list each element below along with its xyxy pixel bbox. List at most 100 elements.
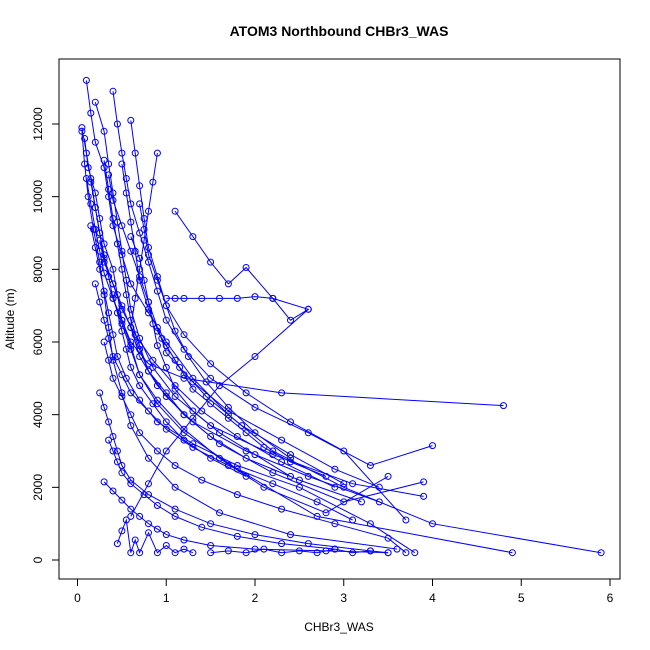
- data-point: [113, 447, 121, 455]
- data-point: [358, 498, 365, 506]
- data-point: [127, 345, 135, 353]
- data-point: [207, 549, 215, 557]
- series-line: [103, 481, 389, 554]
- data-point: [171, 327, 179, 335]
- data-point: [145, 258, 152, 266]
- data-point: [162, 418, 170, 426]
- data-point: [136, 512, 144, 520]
- data-point: [304, 429, 312, 437]
- data-point: [145, 367, 152, 375]
- y-tick-label: 0: [31, 556, 45, 563]
- data-point: [109, 374, 117, 382]
- data-point: [216, 382, 223, 390]
- data-point: [207, 360, 215, 368]
- data-point: [131, 247, 139, 255]
- data-point: [287, 458, 294, 466]
- data-point: [118, 320, 126, 328]
- y-axis-label: Altitude (m): [3, 288, 17, 349]
- data-point: [153, 324, 161, 331]
- data-point: [127, 505, 135, 513]
- data-point: [100, 338, 108, 346]
- data-point: [136, 342, 144, 350]
- data-point: [81, 160, 89, 168]
- data-point: [127, 305, 135, 313]
- data-point: [508, 549, 516, 557]
- data-point: [207, 400, 215, 408]
- data-point: [109, 331, 117, 339]
- data-point: [349, 516, 357, 524]
- data-point: [207, 422, 215, 430]
- data-point: [140, 236, 148, 244]
- data-point: [100, 258, 108, 266]
- data-point: [109, 353, 117, 360]
- data-point: [366, 520, 374, 528]
- data-point: [113, 309, 121, 317]
- data-point: [242, 264, 250, 271]
- data-point: [295, 483, 303, 491]
- data-point: [158, 334, 166, 342]
- data-point: [295, 476, 303, 484]
- data-point: [260, 483, 268, 491]
- data-point: [251, 451, 259, 459]
- data-point: [153, 400, 161, 408]
- data-point: [269, 469, 277, 477]
- data-point: [105, 185, 113, 193]
- data-point: [180, 425, 188, 433]
- series-line: [112, 294, 247, 477]
- data-point: [189, 440, 197, 448]
- data-point: [136, 254, 144, 262]
- data-point: [242, 429, 250, 437]
- y-tick-label: 12000: [31, 107, 45, 141]
- data-point: [340, 498, 348, 506]
- data-point: [384, 549, 392, 557]
- data-point: [100, 254, 108, 262]
- data-point: [202, 393, 210, 400]
- data-point: [118, 222, 126, 230]
- data-point: [153, 525, 161, 533]
- data-point: [78, 124, 86, 132]
- data-point: [224, 403, 232, 411]
- data-point: [162, 349, 170, 357]
- data-point: [278, 505, 286, 513]
- data-point: [91, 204, 99, 212]
- data-point: [118, 371, 126, 379]
- data-point: [189, 378, 197, 386]
- data-point: [153, 327, 161, 335]
- data-point: [278, 458, 286, 466]
- data-point: [153, 276, 161, 284]
- data-point: [189, 407, 197, 415]
- data-point: [149, 400, 157, 408]
- data-point: [420, 478, 428, 486]
- data-point: [402, 516, 410, 524]
- data-point: [131, 149, 139, 157]
- data-point: [180, 429, 188, 437]
- data-point: [118, 327, 126, 335]
- data-point: [340, 480, 348, 488]
- data-point: [127, 233, 135, 241]
- data-point: [87, 175, 95, 182]
- data-point: [171, 505, 179, 513]
- data-point: [260, 443, 268, 451]
- data-point: [118, 462, 126, 469]
- data-point: [189, 233, 197, 241]
- data-point: [224, 280, 232, 288]
- data-point: [100, 240, 108, 248]
- data-point: [198, 523, 206, 531]
- x-axis-label: CHBr3_WAS: [304, 620, 374, 634]
- data-point: [153, 396, 161, 404]
- data-point: [109, 280, 117, 288]
- data-point: [109, 189, 117, 197]
- series-lines: [81, 80, 602, 555]
- data-point: [251, 293, 259, 301]
- y-tick-label: 2000: [31, 474, 45, 501]
- data-point: [331, 545, 339, 553]
- data-point: [233, 294, 241, 302]
- x-axis: 0 1 2 3 4 5 6: [74, 578, 614, 605]
- data-point: [180, 536, 188, 544]
- data-point: [118, 305, 126, 313]
- data-point: [189, 374, 197, 382]
- data-point: [109, 87, 117, 95]
- data-point: [127, 512, 135, 520]
- data-point: [278, 540, 286, 548]
